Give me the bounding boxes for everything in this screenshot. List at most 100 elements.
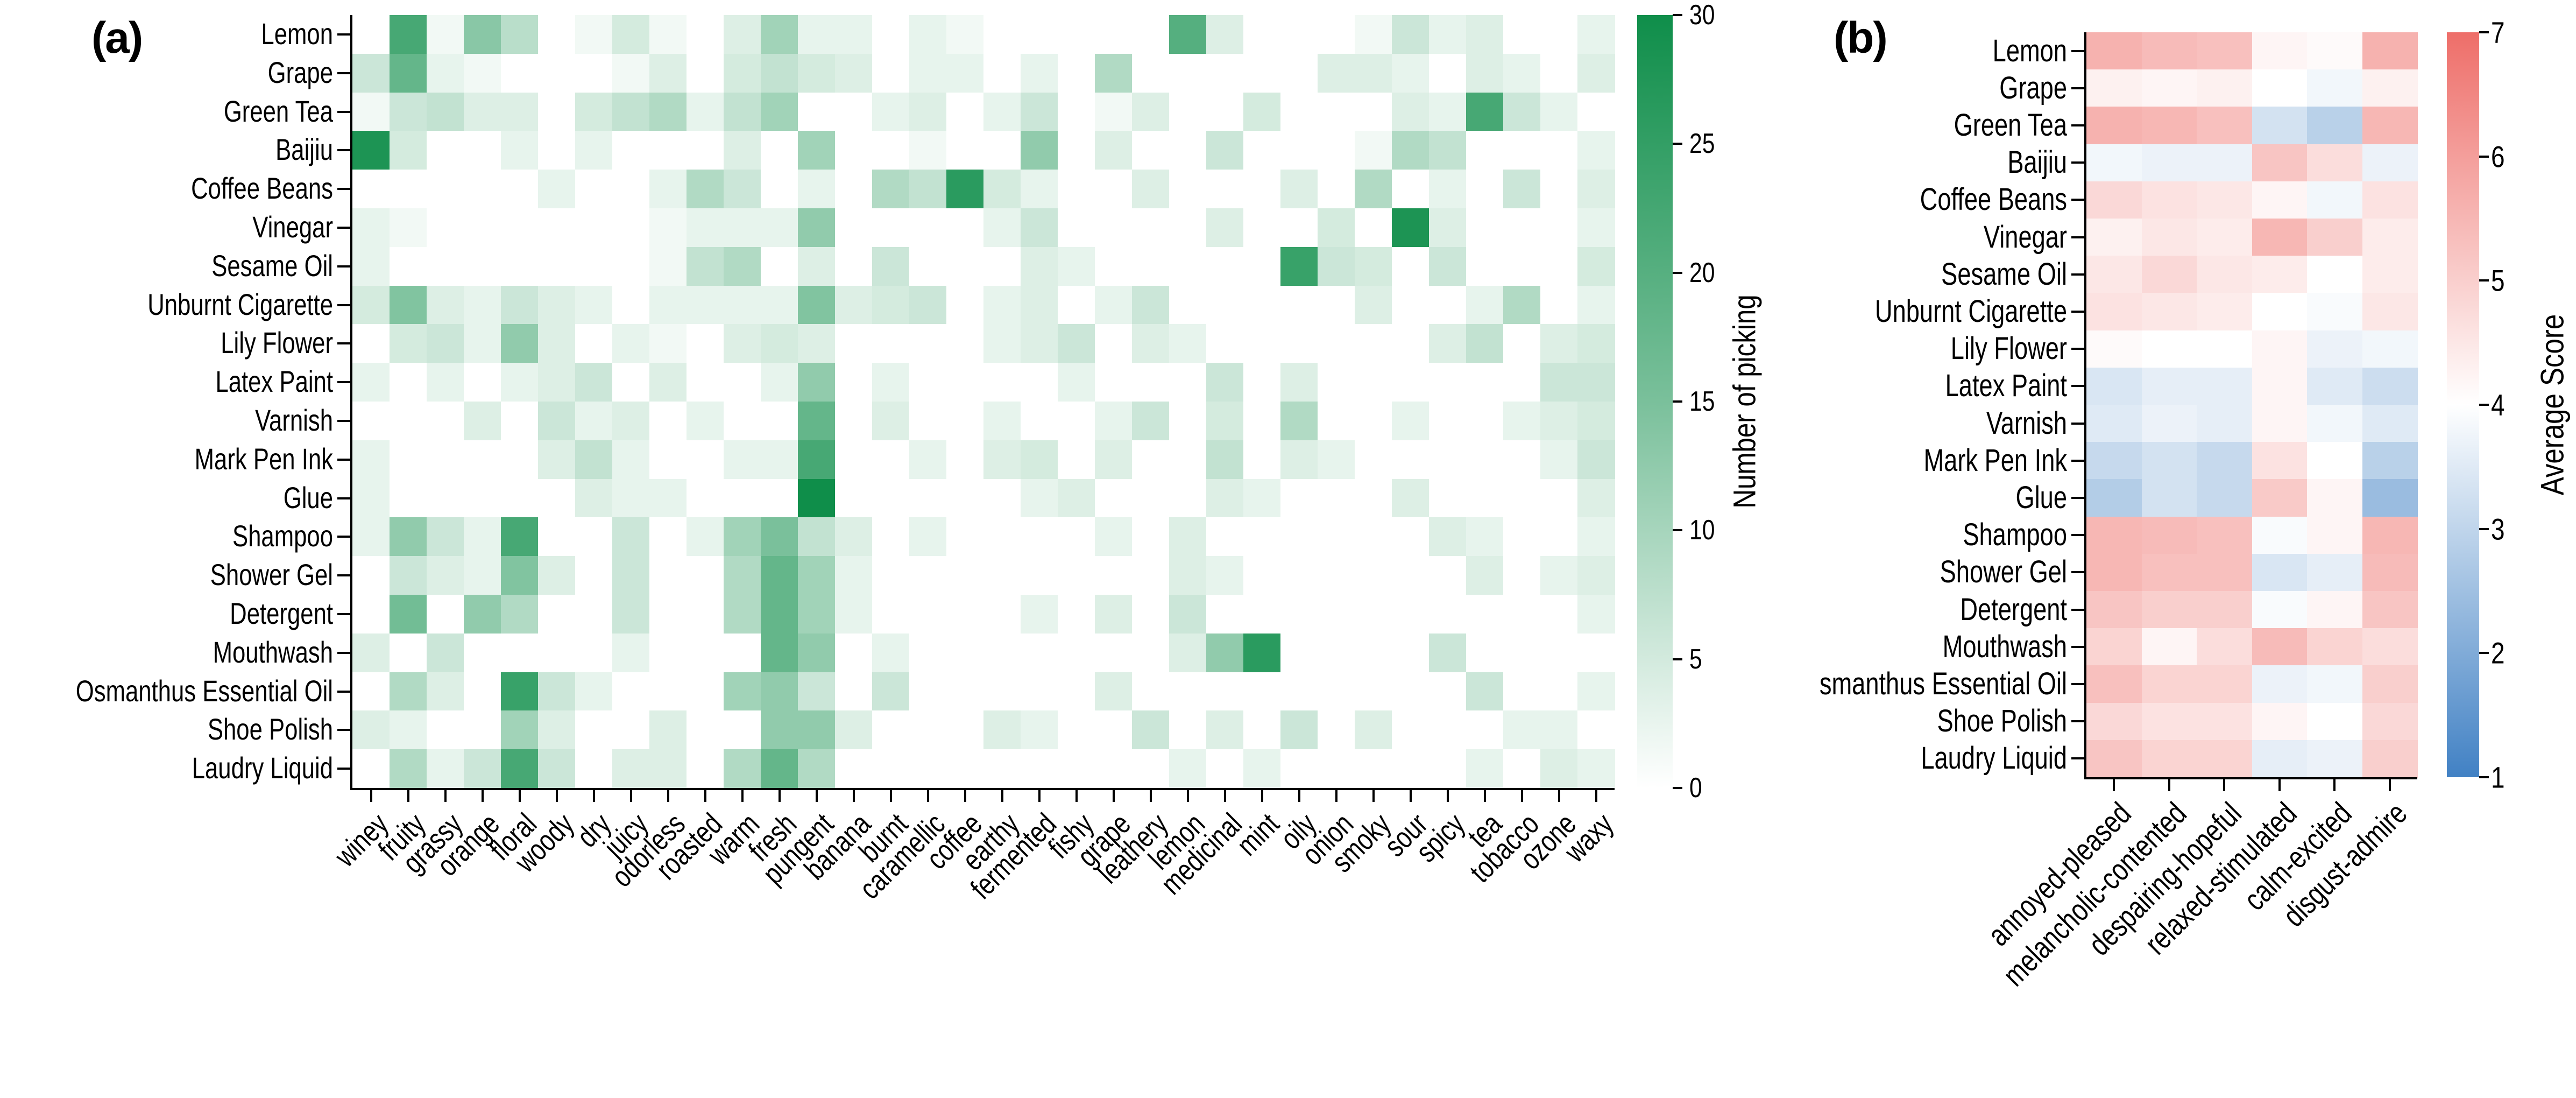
- heatmap-cell: [1466, 633, 1504, 673]
- heatmap-cell: [1392, 53, 1429, 93]
- y-tick: [2071, 161, 2084, 164]
- heatmap-cell: [1318, 633, 1355, 673]
- heatmap-cell: [1280, 672, 1318, 711]
- heatmap-cell: [649, 170, 687, 209]
- heatmap-cell: [983, 402, 1021, 441]
- heatmap-cell: [761, 131, 798, 170]
- heatmap-cell: [2362, 293, 2418, 331]
- heatmap-cell: [761, 595, 798, 634]
- heatmap-cell: [761, 633, 798, 673]
- heatmap-cell: [2307, 591, 2363, 629]
- heatmap-cell: [761, 672, 798, 711]
- heatmap-cell: [1429, 92, 1467, 131]
- heatmap-cell: [835, 15, 873, 54]
- heatmap-cell: [1392, 247, 1429, 286]
- heatmap-cell: [538, 15, 576, 54]
- heatmap-cell: [1392, 595, 1429, 634]
- heatmap-cell: [909, 208, 947, 248]
- heatmap-cell: [724, 15, 761, 54]
- x-tick: [1409, 790, 1412, 802]
- heatmap-cell: [798, 324, 836, 363]
- x-tick: [2223, 779, 2226, 791]
- heatmap-cell: [649, 556, 687, 595]
- heatmap-cell: [464, 363, 501, 402]
- heatmap-cell: [1280, 170, 1318, 209]
- heatmap-cell: [1243, 710, 1281, 750]
- heatmap-cell: [1132, 131, 1170, 170]
- heatmap-cell: [1169, 517, 1207, 557]
- heatmap-cell: [538, 131, 576, 170]
- heatmap-cell: [1429, 749, 1467, 789]
- heatmap-cell: [538, 710, 576, 750]
- heatmap-cell: [1206, 53, 1244, 93]
- heatmap-cell: [2141, 181, 2197, 219]
- heatmap-cell: [612, 517, 650, 557]
- heatmap-cell: [2362, 144, 2418, 182]
- heatmap-cell: [835, 363, 873, 402]
- heatmap-cell: [2252, 219, 2308, 256]
- x-tick: [2168, 779, 2170, 791]
- heatmap-cell: [538, 517, 576, 557]
- heatmap-cell: [1392, 92, 1429, 131]
- heatmap-cell: [1429, 517, 1467, 557]
- heatmap-cell: [1021, 595, 1058, 634]
- heatmap-cell: [761, 478, 798, 518]
- heatmap-cell: [835, 710, 873, 750]
- heatmap-cell: [2086, 107, 2142, 145]
- heatmap-cell: [1206, 440, 1244, 480]
- heatmap-cell: [501, 247, 539, 286]
- heatmap-cell: [2086, 32, 2142, 70]
- heatmap-cell: [427, 710, 464, 750]
- heatmap-cell: [1280, 208, 1318, 248]
- heatmap-cell: [1355, 749, 1392, 789]
- x-tick: [852, 790, 855, 802]
- heatmap-cell: [1206, 92, 1244, 131]
- heatmap-cell: [835, 595, 873, 634]
- heatmap-cell: [2197, 405, 2253, 442]
- x-tick: [704, 790, 706, 802]
- heatmap-cell: [872, 478, 910, 518]
- x-tick: [1261, 790, 1263, 802]
- heatmap-cell: [872, 633, 910, 673]
- row-label: Shoe Polish: [1937, 703, 2067, 739]
- heatmap-cell: [1169, 595, 1207, 634]
- heatmap-cell: [1206, 170, 1244, 209]
- heatmap-cell: [2086, 628, 2142, 666]
- heatmap-cell: [1540, 15, 1578, 54]
- heatmap-cell: [724, 478, 761, 518]
- heatmap-cell: [798, 633, 836, 673]
- colorbar-tick: [2479, 155, 2489, 158]
- heatmap-cell: [1095, 208, 1133, 248]
- heatmap-cell: [1132, 749, 1170, 789]
- heatmap-cell: [2252, 665, 2308, 703]
- heatmap-cell: [798, 402, 836, 441]
- heatmap-cell: [390, 363, 427, 402]
- heatmap-cell: [1429, 478, 1467, 518]
- heatmap-cell: [724, 402, 761, 441]
- heatmap-cell: [464, 595, 501, 634]
- heatmap-cell: [501, 517, 539, 557]
- x-tick: [444, 790, 447, 802]
- y-tick: [337, 226, 350, 229]
- heatmap-cell: [983, 672, 1021, 711]
- row-label: Unburnt Cigarette: [1874, 294, 2067, 329]
- heatmap-cell: [538, 208, 576, 248]
- heatmap-cell: [1095, 710, 1133, 750]
- heatmap-cell: [909, 710, 947, 750]
- heatmap-cell: [1169, 478, 1207, 518]
- heatmap-cell: [1540, 517, 1578, 557]
- x-tick: [1038, 790, 1041, 802]
- y-tick: [337, 729, 350, 731]
- x-tick: [741, 790, 744, 802]
- heatmap-cell: [761, 556, 798, 595]
- heatmap-cell: [724, 672, 761, 711]
- heatmap-cell: [687, 595, 724, 634]
- heatmap-cell: [538, 92, 576, 131]
- heatmap-cell: [1429, 363, 1467, 402]
- heatmap-cell: [538, 749, 576, 789]
- heatmap-cell: [983, 749, 1021, 789]
- heatmap-cell: [2307, 665, 2363, 703]
- heatmap-cell: [538, 478, 576, 518]
- y-tick: [2071, 534, 2084, 537]
- heatmap-cell: [1021, 633, 1058, 673]
